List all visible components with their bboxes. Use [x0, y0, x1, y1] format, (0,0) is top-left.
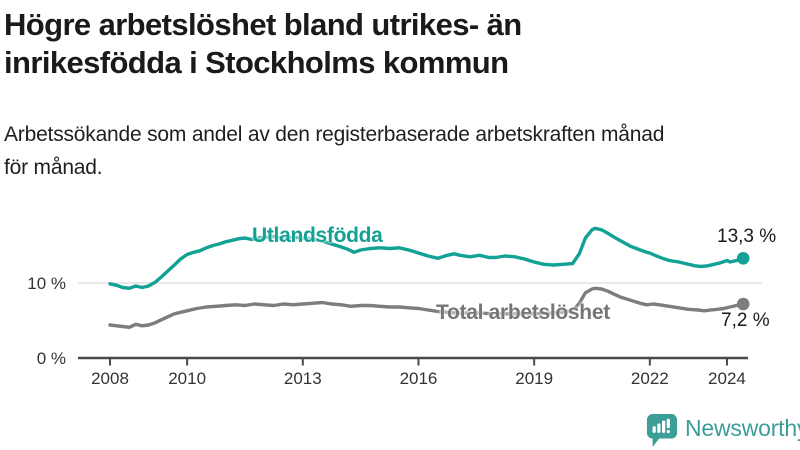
series-end-dot-1 — [736, 297, 750, 311]
page-title-line1: Högre arbetslöshet bland utrikes- än — [4, 7, 522, 42]
series-line-0 — [108, 226, 745, 290]
series-label-utlandsfodda: Utlandsfödda — [252, 224, 383, 247]
x-tick-label-2024: 2024 — [708, 369, 746, 388]
page-title: Högre arbetslöshet bland utrikes- än inr… — [4, 6, 522, 82]
x-tick-label-2019: 2019 — [515, 369, 553, 388]
end-value-label-total: 7,2 % — [721, 310, 770, 331]
newsworthy-logo-text: Newsworthy — [685, 415, 800, 441]
line-chart: 10 % 0 % 2008 2010 2013 2016 2019 2022 2024 — [27, 226, 762, 388]
chart-subtitle-line1: Arbetssökande som andel av den registerb… — [4, 123, 665, 146]
x-tick-label-2010: 2010 — [168, 369, 206, 388]
x-tick-label-2008: 2008 — [91, 369, 129, 388]
newsworthy-logo[interactable]: Newsworthy — [646, 413, 800, 450]
y-tick-label-0: 0 % — [37, 349, 66, 368]
newsworthy-logo-icon — [646, 413, 678, 450]
y-tick-label-10: 10 % — [27, 274, 66, 293]
x-tick-label-2022: 2022 — [631, 369, 669, 388]
page-title-line2: inrikesfödda i Stockholms kommun — [4, 45, 509, 80]
series-end-dot-0 — [736, 251, 750, 265]
x-tick-label-2013: 2013 — [284, 369, 322, 388]
series-label-total-arbetsloshet: Total arbetslöshet — [436, 301, 610, 324]
chart-subtitle: Arbetssökande som andel av den registerb… — [4, 118, 664, 184]
chart-subtitle-line2: för månad. — [4, 156, 103, 179]
x-tick-label-2016: 2016 — [400, 369, 438, 388]
series-line-1 — [108, 286, 745, 329]
end-value-label-utlandsfodda: 13,3 % — [717, 226, 777, 247]
